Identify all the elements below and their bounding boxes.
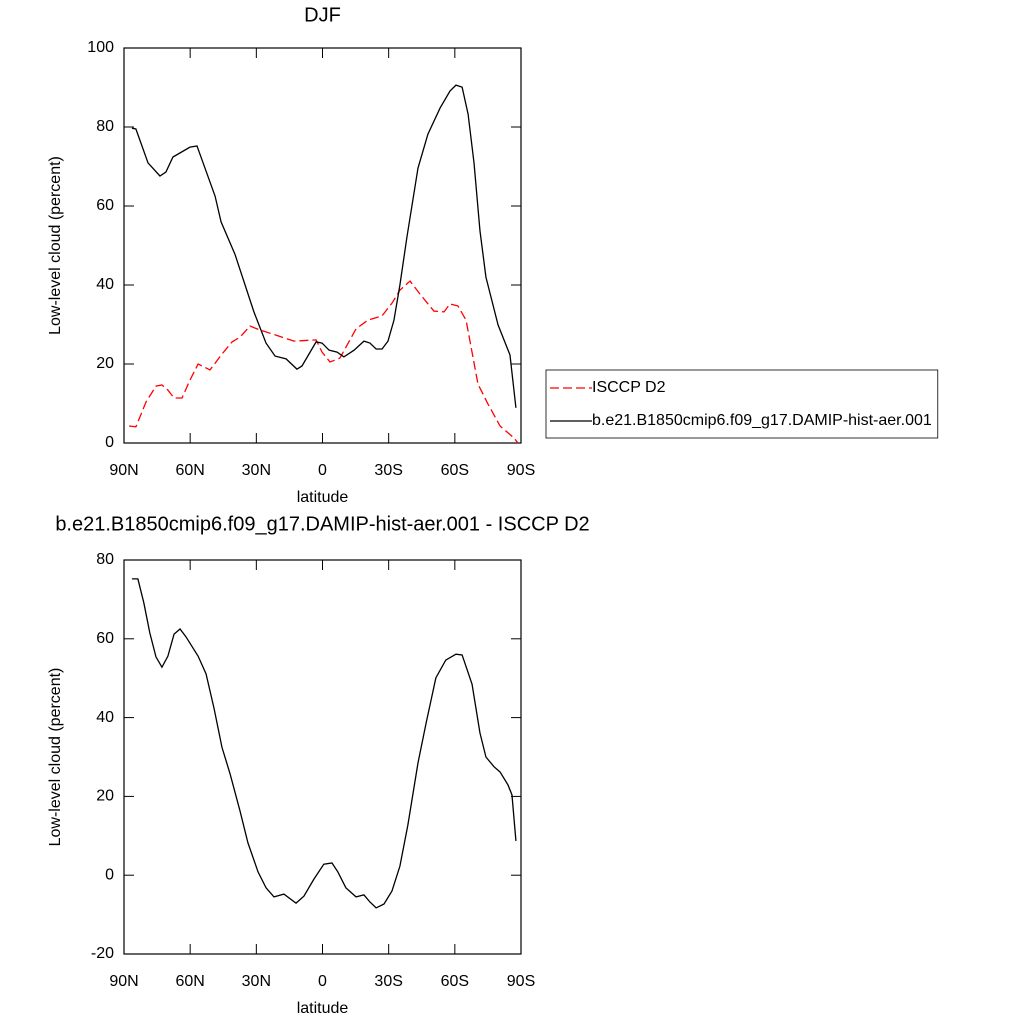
data-line (131, 84, 517, 408)
plot-frame (123, 559, 522, 955)
y-tick-label: 60 (96, 630, 114, 647)
y-tick-label: 20 (96, 788, 114, 805)
y-tick-label: 0 (105, 434, 114, 451)
y-tick-label: -20 (91, 945, 114, 962)
plot-frame (123, 47, 522, 444)
x-axis-label: latitude (297, 1000, 349, 1017)
x-tick-label: 30S (374, 462, 402, 479)
chart-title: DJF (304, 4, 341, 26)
x-tick-label: 60N (175, 462, 204, 479)
y-tick-label: 0 (105, 866, 114, 883)
x-tick-label: 90N (109, 973, 138, 990)
x-tick-label: 60S (441, 973, 469, 990)
x-tick-label: 30N (242, 973, 271, 990)
x-tick-label: 0 (318, 462, 327, 479)
y-tick-label: 60 (96, 197, 114, 214)
legend-box (545, 369, 939, 439)
legend-label: b.e21.B1850cmip6.f09_g17.DAMIP-hist-aer.… (592, 412, 932, 429)
x-tick-label: 90S (507, 462, 535, 479)
x-axis-label: latitude (297, 489, 349, 506)
data-line (131, 578, 517, 909)
y-tick-label: 40 (96, 276, 114, 293)
y-tick-label: 80 (96, 551, 114, 568)
y-tick-label: 100 (87, 39, 114, 56)
x-tick-label: 90N (109, 462, 138, 479)
legend: ISCCP D2 b.e21.B1850cmip6.f09_g17.DAMIP-h… (545, 369, 939, 439)
x-tick-label: 30S (374, 973, 402, 990)
x-tick-label: 30N (242, 462, 271, 479)
y-axis-label: Low-level cloud (percent) (47, 156, 64, 335)
x-tick-label: 90S (507, 973, 535, 990)
x-tick-label: 60N (175, 973, 204, 990)
x-tick-label: 60S (441, 462, 469, 479)
x-tick-label: 0 (318, 973, 327, 990)
chart-title: b.e21.B1850cmip6.f09_g17.DAMIP-hist-aer.… (55, 513, 589, 535)
legend-label: ISCCP D2 (592, 379, 666, 396)
y-tick-label: 80 (96, 118, 114, 135)
y-tick-label: 20 (96, 355, 114, 372)
data-line (128, 280, 519, 444)
y-axis-label: Low-level cloud (percent) (47, 668, 64, 847)
y-tick-label: 40 (96, 709, 114, 726)
